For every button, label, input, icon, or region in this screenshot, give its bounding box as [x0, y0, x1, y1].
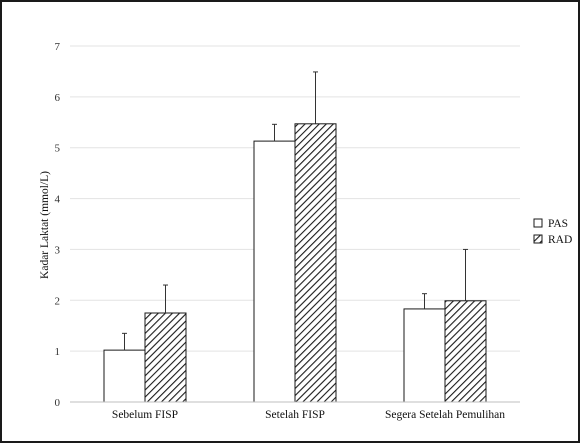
x-category-label: Setelah FISP [265, 409, 325, 421]
legend: PAS RAD [533, 218, 572, 246]
bars [103, 123, 487, 403]
y-axis-ticks: 0 1 2 3 4 5 6 7 [55, 41, 61, 409]
legend-label-rad: RAD [548, 234, 572, 246]
bar-pas [403, 308, 446, 403]
bar-rad [444, 300, 487, 403]
y-tick-label: 3 [55, 244, 61, 256]
x-axis-categories: Sebelum FISP Setelah FISP Segera Setelah P… [112, 409, 505, 421]
y-tick-label: 0 [55, 397, 61, 409]
y-tick-label: 7 [55, 41, 61, 53]
y-tick-label: 5 [55, 143, 61, 155]
legend-swatch-rad [533, 234, 543, 244]
error-bars [122, 71, 468, 351]
y-tick-label: 1 [55, 346, 61, 358]
bar-pas [253, 140, 296, 403]
legend-swatch-pas [533, 218, 543, 228]
bar-rad [294, 123, 337, 403]
bar-pas [103, 349, 146, 403]
x-category-label: Sebelum FISP [112, 409, 178, 421]
y-tick-label: 2 [55, 295, 61, 307]
y-tick-label: 4 [55, 194, 61, 206]
y-axis-label: Kadar Laktat (mmol/L) [39, 171, 51, 279]
x-category-label: Segera Setelah Pemulihan [385, 409, 505, 421]
y-tick-label: 6 [55, 92, 61, 104]
legend-label-pas: PAS [548, 218, 568, 230]
bar-rad [144, 312, 187, 403]
